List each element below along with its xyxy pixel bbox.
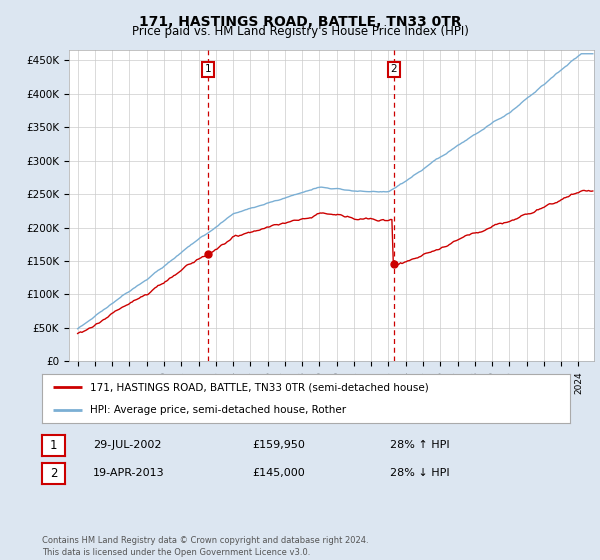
Text: 19-APR-2013: 19-APR-2013: [93, 468, 164, 478]
Text: 171, HASTINGS ROAD, BATTLE, TN33 0TR: 171, HASTINGS ROAD, BATTLE, TN33 0TR: [139, 15, 461, 29]
Text: 28% ↓ HPI: 28% ↓ HPI: [390, 468, 449, 478]
Text: 2: 2: [391, 64, 397, 74]
Text: HPI: Average price, semi-detached house, Rother: HPI: Average price, semi-detached house,…: [89, 405, 346, 416]
Text: £159,950: £159,950: [252, 440, 305, 450]
Text: 1: 1: [50, 439, 57, 452]
Text: £145,000: £145,000: [252, 468, 305, 478]
Text: Price paid vs. HM Land Registry's House Price Index (HPI): Price paid vs. HM Land Registry's House …: [131, 25, 469, 38]
Text: Contains HM Land Registry data © Crown copyright and database right 2024.
This d: Contains HM Land Registry data © Crown c…: [42, 536, 368, 557]
Text: 171, HASTINGS ROAD, BATTLE, TN33 0TR (semi-detached house): 171, HASTINGS ROAD, BATTLE, TN33 0TR (se…: [89, 382, 428, 393]
Text: 2: 2: [50, 467, 57, 480]
Text: 1: 1: [205, 64, 212, 74]
Text: 28% ↑ HPI: 28% ↑ HPI: [390, 440, 449, 450]
Text: 29-JUL-2002: 29-JUL-2002: [93, 440, 161, 450]
